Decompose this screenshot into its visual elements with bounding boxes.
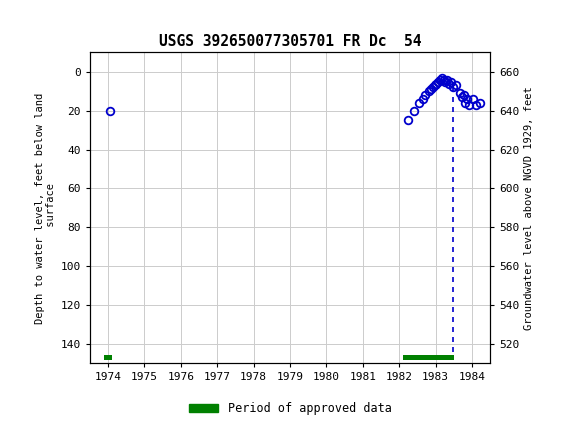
Title: USGS 392650077305701 FR Dc  54: USGS 392650077305701 FR Dc 54	[159, 34, 421, 49]
Y-axis label: Depth to water level, feet below land
 surface: Depth to water level, feet below land su…	[35, 92, 56, 323]
Bar	[403, 355, 454, 360]
Text: ≋USGS: ≋USGS	[6, 9, 71, 27]
Y-axis label: Groundwater level above NGVD 1929, feet: Groundwater level above NGVD 1929, feet	[524, 86, 534, 330]
Legend: Period of approved data: Period of approved data	[184, 397, 396, 420]
Bar	[104, 355, 113, 360]
